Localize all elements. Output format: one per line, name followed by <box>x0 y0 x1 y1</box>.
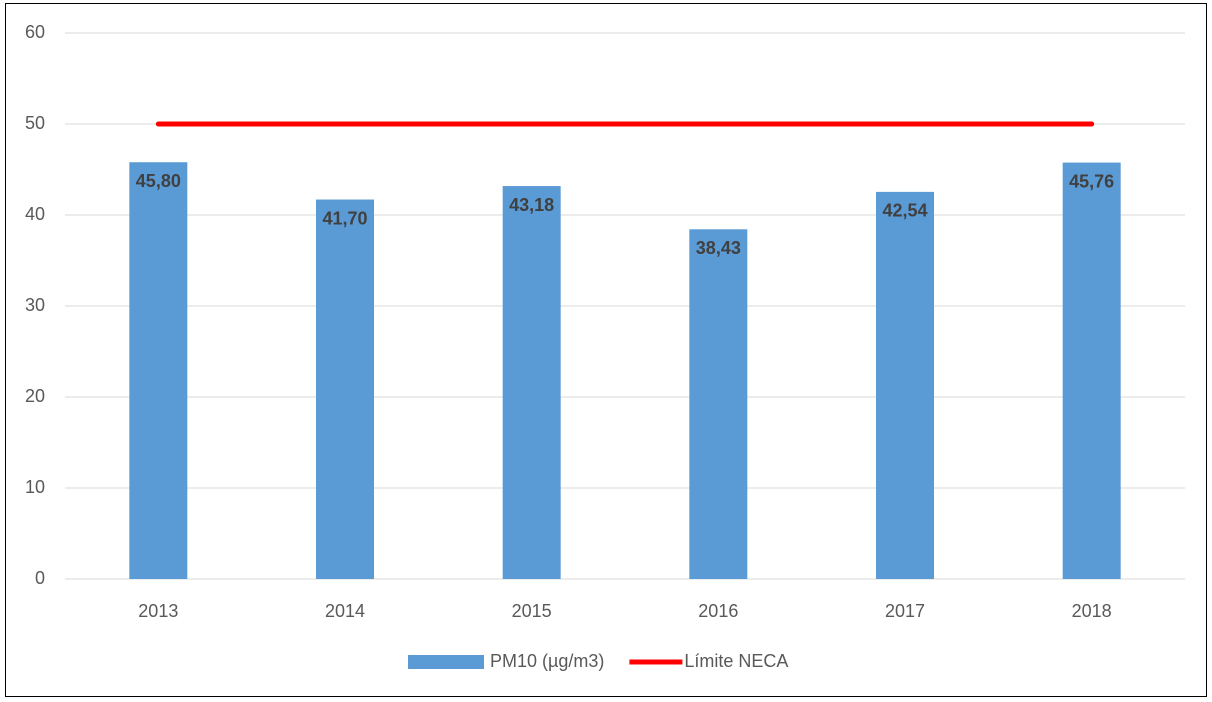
data-label: 45,80 <box>136 171 181 191</box>
x-tick-label: 2016 <box>698 601 738 621</box>
bar <box>876 191 934 580</box>
y-tick-label: 0 <box>35 568 45 588</box>
data-label: 42,54 <box>882 201 927 221</box>
bar <box>129 162 188 579</box>
y-tick-label: 10 <box>25 477 45 497</box>
legend-swatch <box>408 655 484 669</box>
y-tick-label: 60 <box>25 22 45 42</box>
x-tick-label: 2014 <box>325 601 365 621</box>
data-label: 45,76 <box>1069 171 1114 191</box>
y-tick-label: 20 <box>25 386 45 406</box>
bar <box>689 229 748 580</box>
chart-border <box>5 3 1207 697</box>
x-tick-label: 2013 <box>138 601 178 621</box>
y-tick-label: 40 <box>25 204 45 224</box>
x-tick-label: 2017 <box>885 601 925 621</box>
x-tick-label: 2018 <box>1072 601 1112 621</box>
bar <box>316 199 374 579</box>
x-tick-label: 2015 <box>512 601 552 621</box>
data-label: 38,43 <box>696 238 741 258</box>
data-label: 41,70 <box>322 208 367 228</box>
y-tick-label: 50 <box>25 113 45 133</box>
data-label: 43,18 <box>509 195 554 215</box>
bar <box>1062 162 1121 580</box>
y-tick-label: 30 <box>25 295 45 315</box>
legend-label: PM10 (µg/m3) <box>490 651 604 671</box>
bar <box>502 186 561 579</box>
legend-label: Límite NECA <box>684 651 788 671</box>
